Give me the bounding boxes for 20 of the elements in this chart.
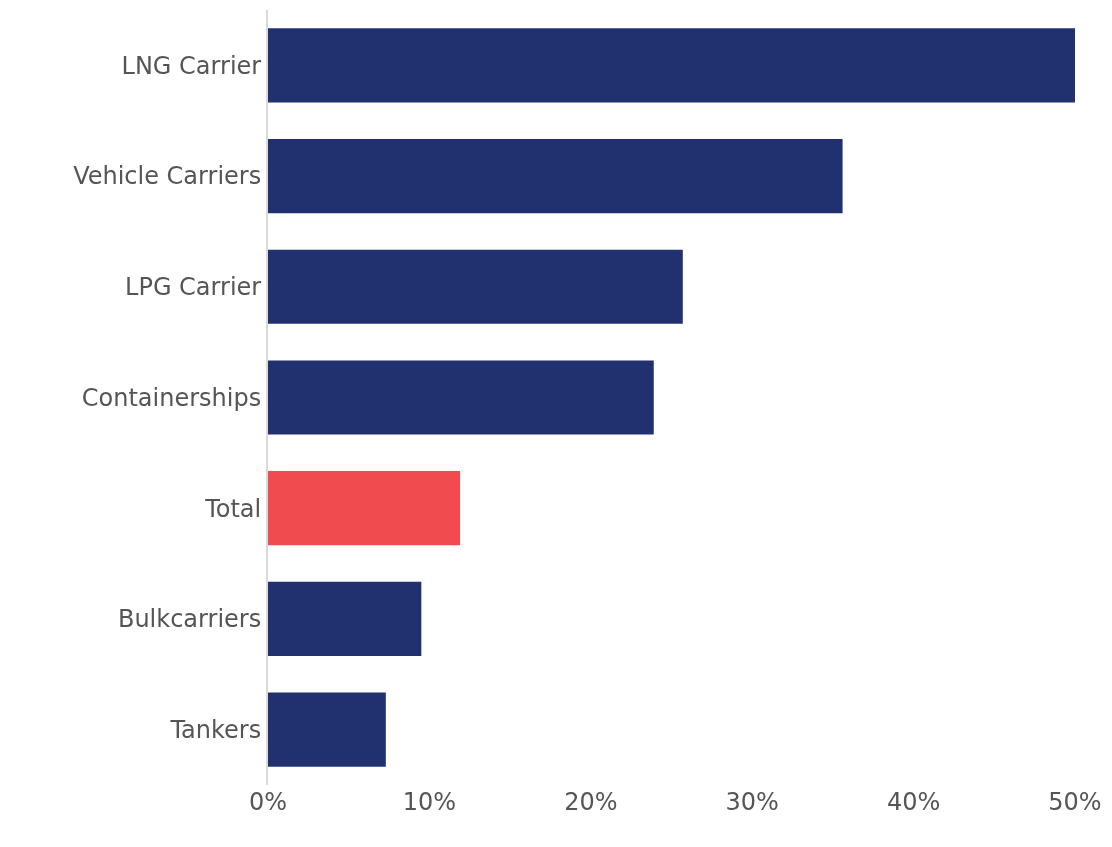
bar	[268, 249, 683, 324]
bar	[268, 360, 654, 435]
x-tick-label: 0%	[248, 788, 288, 816]
y-tick-label: Bulkcarriers	[117, 605, 262, 634]
bar	[268, 692, 386, 767]
x-tick-label: 40%	[886, 788, 941, 816]
bar	[268, 138, 843, 214]
x-tick-label: 10%	[402, 788, 457, 816]
bar	[268, 581, 422, 657]
y-tick-label: Containerships	[81, 383, 262, 412]
y-tick-label: Vehicle Carriers	[73, 162, 262, 191]
y-tick-label: LPG Carrier	[125, 273, 262, 302]
y-tick-label: Tankers	[169, 716, 262, 745]
bar	[268, 28, 1075, 103]
x-tick-label: 20%	[564, 788, 618, 816]
y-tick-label: Total	[204, 494, 262, 523]
y-tick-label: LNG Carrier	[121, 51, 262, 80]
x-tick-label: 30%	[725, 788, 779, 816]
x-tick-label: 50%	[1048, 788, 1102, 816]
bar	[268, 471, 461, 546]
